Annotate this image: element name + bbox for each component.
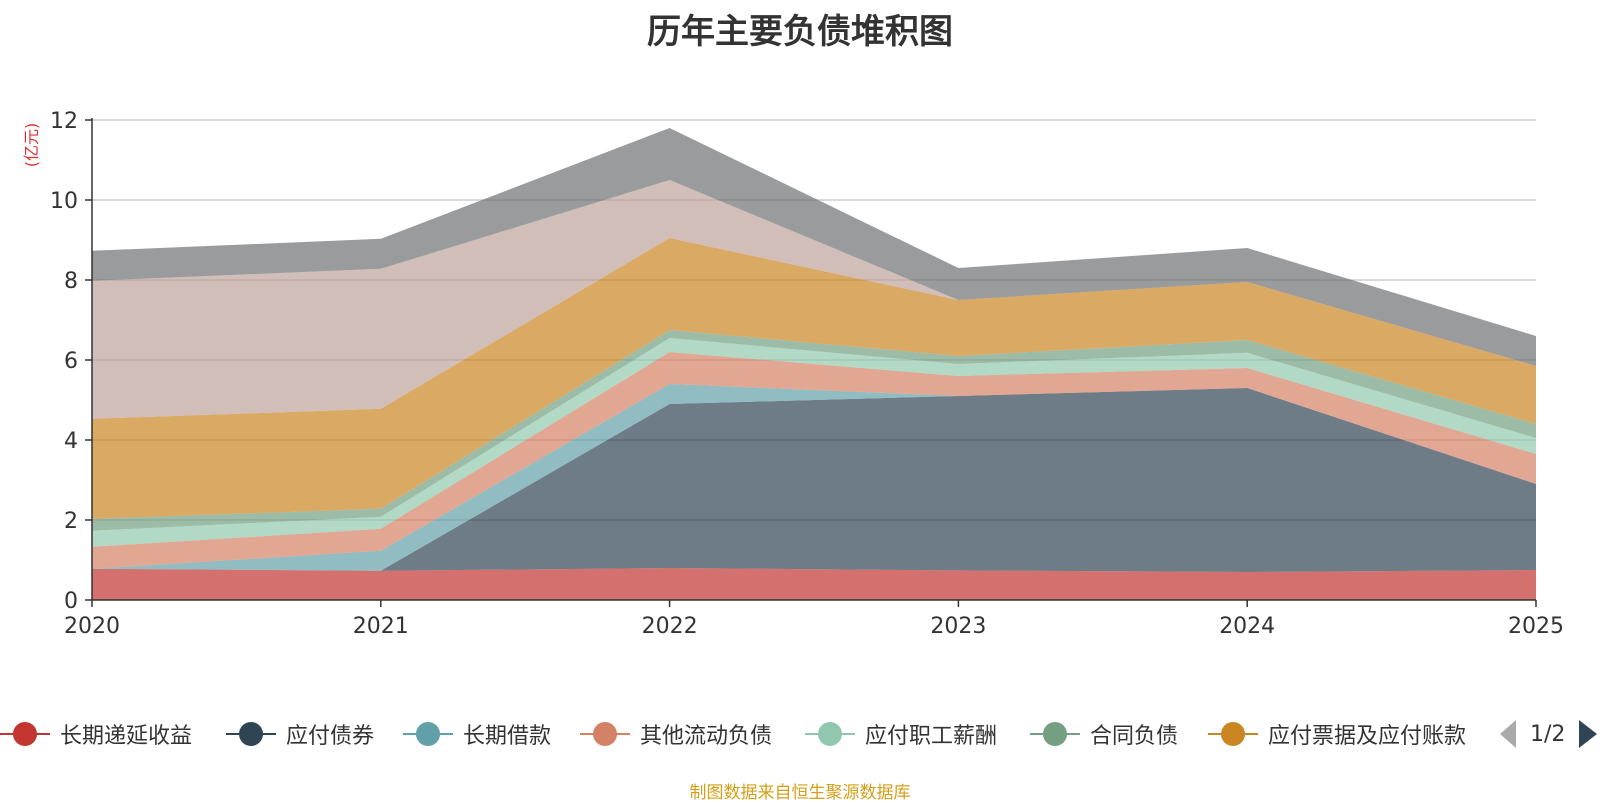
x-tick-label: 2023	[930, 614, 986, 639]
legend-item[interactable]: 长期递延收益	[0, 712, 192, 756]
area-series-layer	[92, 128, 1536, 600]
legend-pager: 1/2	[1500, 712, 1598, 756]
y-axis-unit-label: (亿元)	[22, 123, 41, 168]
legend-label: 应付票据及应付账款	[1268, 724, 1467, 749]
legend-prev-page-icon[interactable]	[1500, 720, 1516, 748]
stacked-area-chart: 0 2 4 6 8 10 12 2020 2021 2022 2023 2024 2025 (亿元)	[22, 109, 1564, 639]
legend-marker-icon	[403, 712, 453, 756]
legend-item[interactable]: 长期借款	[403, 712, 551, 756]
legend-label: 应付债券	[286, 724, 375, 749]
x-tick-label: 2021	[353, 614, 409, 639]
legend-item[interactable]: 应付职工薪酬	[805, 712, 997, 756]
x-tick-label: 2024	[1219, 614, 1275, 639]
y-tick-label: 8	[64, 269, 78, 294]
area-series-0	[92, 568, 1536, 600]
legend-marker-icon	[805, 712, 855, 756]
legend-label: 应付职工薪酬	[865, 724, 998, 749]
x-tick-label: 2022	[642, 614, 698, 639]
y-tick-label: 12	[50, 109, 78, 134]
legend-item[interactable]: 合同负债	[1030, 712, 1178, 756]
y-tick-label: 0	[64, 589, 78, 614]
area-series-7	[92, 180, 1536, 419]
legend-marker-icon	[0, 712, 50, 756]
y-tick-label: 2	[64, 509, 78, 534]
axes: 0 2 4 6 8 10 12 2020 2021 2022 2023 2024 2025	[50, 109, 1564, 639]
area-series-6	[92, 238, 1536, 519]
area-series-3	[92, 352, 1536, 569]
legend-marker-icon	[226, 712, 276, 756]
area-series-4	[92, 338, 1536, 547]
y-tick-label: 4	[64, 429, 78, 454]
legend-marker-icon	[1208, 712, 1258, 756]
legend-item[interactable]: 应付票据及应付账款	[1208, 712, 1466, 756]
legend-marker-icon	[1030, 712, 1080, 756]
y-tick-label: 6	[64, 349, 78, 374]
data-source-note: 制图数据来自恒生聚源数据库	[689, 783, 911, 803]
legend-next-page-icon[interactable]	[1579, 720, 1598, 748]
legend-label: 其他流动负债	[640, 724, 773, 749]
legend-marker-icon	[580, 712, 630, 756]
x-tick-label: 2020	[64, 614, 120, 639]
legend-label: 长期递延收益	[60, 724, 193, 749]
chart-title: 历年主要负债堆积图	[647, 12, 953, 52]
legend-label: 长期借款	[463, 724, 552, 749]
legend-label: 合同负债	[1090, 724, 1179, 749]
legend-item[interactable]: 应付债券	[226, 712, 374, 756]
area-series-1	[92, 388, 1536, 572]
x-tick-label: 2025	[1508, 614, 1564, 639]
legend-item[interactable]: 其他流动负债	[580, 712, 772, 756]
y-tick-label: 10	[50, 189, 78, 214]
legend: 长期递延收益 应付债券 长期借款 其他流动负债 应付职工薪酬 合同负债 应付票据及应付账款 …	[0, 712, 1600, 756]
area-series-2	[92, 384, 1536, 571]
legend-page-indicator: 1/2	[1530, 721, 1566, 747]
area-series-8	[92, 128, 1536, 366]
